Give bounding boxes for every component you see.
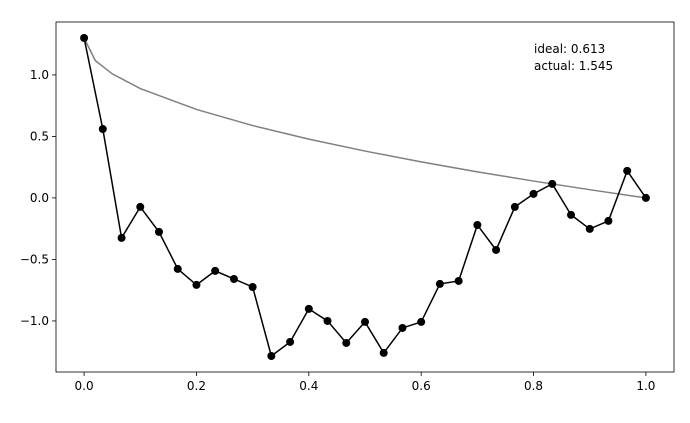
y-tick-label: 1.0 bbox=[30, 68, 49, 82]
point bbox=[604, 216, 613, 225]
x-tick-label: 1.0 bbox=[636, 379, 655, 393]
point bbox=[548, 179, 557, 188]
point bbox=[229, 274, 238, 283]
point bbox=[567, 210, 576, 219]
line bbox=[83, 37, 647, 199]
point bbox=[117, 233, 126, 242]
point bbox=[641, 193, 650, 202]
point bbox=[361, 317, 369, 326]
x-tick-label: 0.4 bbox=[299, 379, 318, 393]
annotation: ideal: 0.613 bbox=[534, 42, 605, 56]
point bbox=[417, 317, 426, 326]
point bbox=[379, 348, 388, 357]
point bbox=[286, 337, 295, 346]
point bbox=[154, 227, 163, 236]
point bbox=[623, 166, 632, 175]
point bbox=[398, 323, 407, 332]
plot-frame bbox=[55, 21, 675, 373]
y-tick-label: −0.5 bbox=[20, 252, 49, 266]
point bbox=[80, 33, 89, 42]
point bbox=[323, 316, 332, 325]
point bbox=[492, 245, 501, 254]
y-tick-label: −1.0 bbox=[20, 314, 49, 328]
y-tick-label: 0.0 bbox=[30, 191, 49, 205]
point bbox=[342, 338, 351, 347]
point bbox=[173, 264, 182, 273]
point bbox=[510, 202, 519, 211]
point bbox=[529, 189, 538, 198]
point bbox=[304, 304, 313, 313]
point bbox=[435, 279, 444, 288]
x-tick-label: 0.2 bbox=[187, 379, 206, 393]
x-tick-label: 0.8 bbox=[524, 379, 543, 393]
point bbox=[98, 125, 107, 134]
x-tick-label: 0.0 bbox=[75, 379, 94, 393]
point bbox=[136, 202, 145, 211]
point bbox=[454, 276, 463, 285]
point bbox=[585, 224, 594, 233]
point bbox=[192, 280, 201, 289]
point bbox=[473, 220, 482, 229]
point bbox=[211, 266, 220, 275]
point bbox=[267, 352, 276, 361]
y-tick-label: 0.5 bbox=[30, 129, 49, 143]
point bbox=[248, 282, 257, 291]
annotation: actual: 1.545 bbox=[534, 59, 613, 73]
x-tick-label: 0.6 bbox=[412, 379, 431, 393]
